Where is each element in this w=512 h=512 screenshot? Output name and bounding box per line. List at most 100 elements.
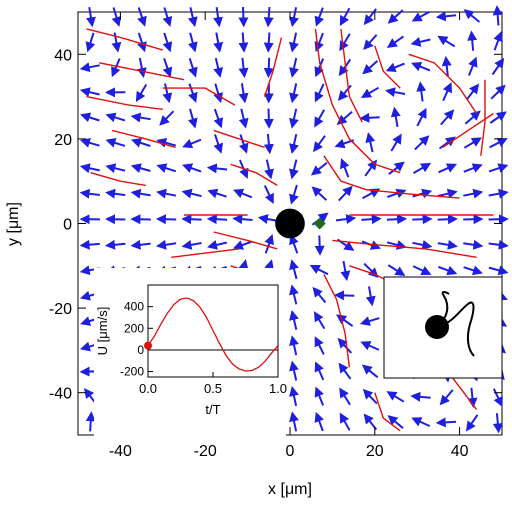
vector-arrow [463, 239, 484, 250]
vector-arrow [79, 188, 100, 199]
vector-arrow [492, 413, 503, 434]
stagnation-marker [313, 217, 326, 230]
vector-arrow [79, 163, 100, 174]
vector-arrow [386, 214, 408, 225]
vector-arrow [387, 9, 404, 24]
vector-arrow [435, 11, 457, 22]
vector-arrow [313, 311, 326, 330]
vector-arrow [263, 57, 274, 79]
vector-arrow [467, 387, 478, 408]
vector-arrow [79, 87, 100, 98]
vector-arrow [387, 264, 406, 276]
vector-arrow [442, 82, 452, 102]
vector-arrow [465, 414, 479, 432]
vector-arrow [390, 106, 401, 127]
vector-arrow [437, 265, 458, 276]
vector-arrow [137, 32, 147, 53]
vector-arrow [238, 7, 249, 28]
vector-arrow [162, 57, 173, 78]
vector-arrow [289, 386, 299, 407]
vector-arrow [238, 32, 249, 53]
vector-arrow [79, 138, 100, 148]
vector-arrow [360, 341, 380, 351]
vector-arrow [440, 109, 455, 126]
vector-arrow [387, 415, 404, 429]
vector-arrow [238, 134, 249, 154]
y-axis-label: y [μm] [5, 202, 22, 246]
vector-arrow [488, 163, 509, 173]
vector-arrow [137, 7, 147, 27]
inset-x-tick-label: 1.0 [269, 381, 287, 396]
vector-arrow [314, 361, 325, 381]
vector-arrow [441, 55, 452, 77]
vector-arrow [337, 84, 352, 101]
vector-arrow [187, 108, 198, 129]
vector-arrow [289, 335, 299, 356]
vector-arrow [387, 188, 407, 199]
vector-arrow [188, 57, 198, 78]
vector-arrow [289, 7, 299, 28]
vector-arrow [438, 163, 458, 174]
streamline [480, 79, 486, 156]
x-tick-label: 20 [366, 443, 384, 460]
vector-arrow [412, 239, 433, 250]
vector-arrow [314, 235, 325, 256]
streamline [213, 231, 278, 250]
vector-arrow [257, 214, 278, 224]
vector-arrow [238, 108, 249, 129]
streamline [314, 28, 401, 174]
vector-arrow [85, 411, 96, 432]
y-tick-label: 0 [63, 217, 72, 234]
vector-arrow [416, 81, 427, 102]
vector-arrow [130, 188, 151, 199]
vector-arrow [162, 32, 173, 53]
shape-body [425, 315, 449, 339]
vector-arrow [232, 214, 253, 225]
streamline [323, 155, 460, 199]
vector-arrow [162, 83, 173, 104]
vector-arrow [238, 57, 249, 79]
vector-arrow [310, 162, 328, 176]
vector-arrow [105, 188, 126, 199]
vector-arrow [314, 336, 325, 355]
vector-arrow [365, 286, 376, 307]
vector-arrow [363, 34, 378, 50]
vector-arrow [156, 137, 177, 148]
vector-arrow [411, 61, 431, 72]
velocity-inset: 0.0 0.5 1.0 -200 0 200 400 t/T U [μm/s] [94, 268, 287, 440]
vector-arrow [207, 188, 227, 199]
vector-arrow [79, 62, 100, 73]
vector-arrow [188, 83, 198, 103]
inset-y-tick-label: 400 [124, 300, 144, 314]
vector-arrow [340, 158, 350, 178]
x-tick-label: 0 [286, 443, 295, 460]
vector-arrow [311, 186, 328, 201]
vector-arrow [411, 10, 430, 22]
vector-arrow [105, 163, 126, 174]
vector-arrow [437, 35, 456, 48]
streamline [332, 239, 477, 258]
vector-arrow [289, 411, 299, 432]
current-time-dot [144, 341, 152, 350]
vector-arrow [463, 137, 482, 149]
vector-arrow [314, 7, 325, 27]
vector-arrow [289, 309, 299, 330]
vector-arrow [411, 417, 431, 428]
x-tick-label: -40 [109, 443, 132, 460]
vector-arrow [213, 7, 224, 28]
vector-arrow [85, 7, 96, 28]
vector-arrow [156, 188, 177, 199]
inset-x-axis-label: t/T [205, 402, 220, 417]
streamline [99, 62, 185, 81]
vector-arrow [467, 30, 478, 51]
vector-arrow [135, 83, 148, 103]
vector-arrow [390, 133, 402, 152]
vector-arrow [238, 83, 249, 104]
y-tick-label: 40 [54, 47, 72, 64]
vector-arrow [289, 32, 299, 53]
vector-arrow [412, 162, 432, 174]
vector-arrow [437, 214, 458, 225]
vector-arrow [213, 57, 224, 78]
vector-arrow [439, 389, 454, 406]
